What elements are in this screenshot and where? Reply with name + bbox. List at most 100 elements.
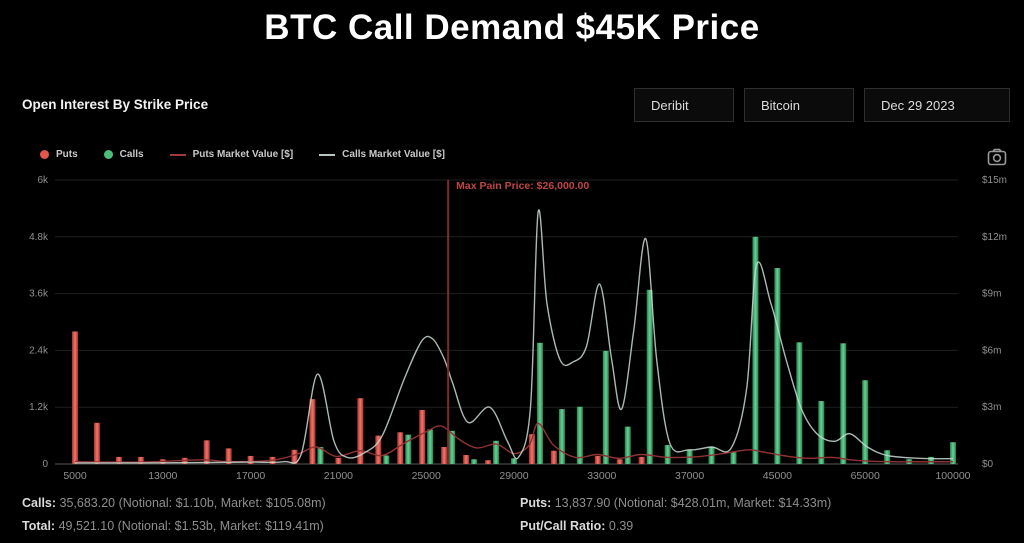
put-bar[interactable] xyxy=(203,440,210,464)
call-bar[interactable] xyxy=(818,401,825,464)
call-bar[interactable] xyxy=(511,458,517,464)
put-bar[interactable] xyxy=(291,449,298,464)
put-bar[interactable] xyxy=(419,410,426,464)
total-stat-value: 49,521.10 (Notional: $1.53b, Market: $11… xyxy=(55,519,324,533)
x-tick: 29000 xyxy=(499,470,528,482)
call-bar[interactable] xyxy=(664,445,671,464)
put-bar[interactable] xyxy=(247,455,254,464)
y-right-tick: $3m xyxy=(982,402,1001,413)
call-bar[interactable] xyxy=(884,450,891,464)
calls-total-stats: Calls: 35,683.20 (Notional: $1.10b, Mark… xyxy=(22,496,326,542)
put-bar[interactable] xyxy=(528,434,535,464)
y-left-tick: 0 xyxy=(42,459,48,470)
x-tick: 13000 xyxy=(148,470,177,482)
chart-subtitle: Open Interest By Strike Price xyxy=(22,97,209,112)
y-left-tick: 3.6k xyxy=(29,289,49,300)
call-bar[interactable] xyxy=(774,268,781,464)
y-left-tick: 6k xyxy=(37,175,49,186)
legend-item-calls-market-value[interactable]: Calls Market Value [$] xyxy=(319,149,445,160)
call-bar[interactable] xyxy=(840,343,847,464)
put-bar[interactable] xyxy=(225,448,232,464)
expiry-date-dropdown[interactable]: Dec 29 2023 xyxy=(864,88,1010,122)
y-right-tick: $9m xyxy=(982,289,1001,300)
put-bar[interactable] xyxy=(594,455,601,464)
x-tick: 21000 xyxy=(324,470,353,482)
call-bar[interactable] xyxy=(862,380,869,464)
camera-icon[interactable] xyxy=(986,146,1008,168)
chart-legend: Puts Calls Puts Market Value [$] Calls M… xyxy=(40,149,445,160)
y-left-tick: 4.8k xyxy=(29,232,49,243)
puts-market-value-line xyxy=(74,422,954,463)
put-call-ratio-value: 0.39 xyxy=(605,519,634,533)
y-right-tick: $0 xyxy=(982,459,994,470)
call-bar[interactable] xyxy=(646,289,653,464)
put-bar[interactable] xyxy=(550,450,557,464)
x-tick: 17000 xyxy=(236,470,265,482)
legend-label: Calls xyxy=(119,149,144,160)
put-bar[interactable] xyxy=(309,399,316,464)
legend-item-calls[interactable]: Calls xyxy=(103,149,144,160)
puts-ratio-stats: Puts: 13,837.90 (Notional: $428.01m, Mar… xyxy=(520,496,831,542)
put-bar[interactable] xyxy=(115,456,122,464)
put-bar[interactable] xyxy=(616,459,623,464)
call-bar[interactable] xyxy=(558,409,565,464)
y-right-tick: $6m xyxy=(982,345,1001,356)
x-tick: 33000 xyxy=(587,470,616,482)
y-left-tick: 1.2k xyxy=(29,402,49,413)
puts-line-icon xyxy=(169,153,186,156)
x-tick: 5000 xyxy=(63,470,87,482)
put-bar[interactable] xyxy=(357,398,364,464)
total-stat-label: Total: xyxy=(22,519,56,533)
x-tick: 100000 xyxy=(935,470,970,482)
put-bar[interactable] xyxy=(638,456,645,464)
put-bar[interactable] xyxy=(463,455,470,464)
y-right-tick: $15m xyxy=(982,175,1007,186)
legend-label: Puts xyxy=(56,149,78,160)
put-bar[interactable] xyxy=(375,435,382,464)
page-title: BTC Call Demand $45K Price xyxy=(264,8,760,47)
calls-line-icon xyxy=(319,153,336,156)
call-bar[interactable] xyxy=(730,451,737,464)
call-bar[interactable] xyxy=(752,236,759,464)
legend-item-puts-market-value[interactable]: Puts Market Value [$] xyxy=(169,149,294,160)
legend-label: Puts Market Value [$] xyxy=(192,149,294,160)
call-bar[interactable] xyxy=(405,434,412,464)
put-bar[interactable] xyxy=(485,460,492,464)
exchange-dropdown[interactable]: Deribit xyxy=(634,88,734,122)
call-bar[interactable] xyxy=(950,442,956,464)
legend-item-puts[interactable]: Puts xyxy=(40,149,78,160)
call-bar[interactable] xyxy=(928,456,935,464)
call-bar[interactable] xyxy=(602,350,609,464)
put-bar[interactable] xyxy=(72,331,78,464)
call-bar[interactable] xyxy=(317,446,324,464)
calls-stat-label: Calls: xyxy=(22,496,57,510)
call-bar[interactable] xyxy=(536,342,543,464)
call-bar[interactable] xyxy=(624,426,631,464)
filter-bar: Deribit Bitcoin Dec 29 2023 xyxy=(634,88,1010,122)
put-bar[interactable] xyxy=(137,456,144,464)
x-tick: 37000 xyxy=(675,470,704,482)
currency-dropdown[interactable]: Bitcoin xyxy=(744,88,854,122)
put-call-ratio-label: Put/Call Ratio: xyxy=(520,519,606,533)
call-bar[interactable] xyxy=(449,430,456,464)
call-bar[interactable] xyxy=(427,429,434,464)
call-bar[interactable] xyxy=(576,406,583,464)
call-bar[interactable] xyxy=(383,455,390,464)
call-bar[interactable] xyxy=(471,459,478,464)
calls-dot-icon xyxy=(103,150,113,159)
y-right-tick: $12m xyxy=(982,232,1007,243)
put-bar[interactable] xyxy=(397,432,404,464)
puts-dot-icon xyxy=(40,150,49,159)
calls-stat-value: 35,683.20 (Notional: $1.10b, Market: $10… xyxy=(56,496,326,510)
put-bar[interactable] xyxy=(441,446,448,464)
x-tick: 65000 xyxy=(851,470,880,482)
x-tick: 45000 xyxy=(763,470,792,482)
put-bar[interactable] xyxy=(93,422,100,464)
call-bar[interactable] xyxy=(493,440,500,464)
y-left-tick: 2.4k xyxy=(29,345,49,356)
max-pain-label: Max Pain Price: $26,000.00 xyxy=(456,180,589,192)
put-bar[interactable] xyxy=(335,457,342,464)
x-tick: 25000 xyxy=(412,470,441,482)
